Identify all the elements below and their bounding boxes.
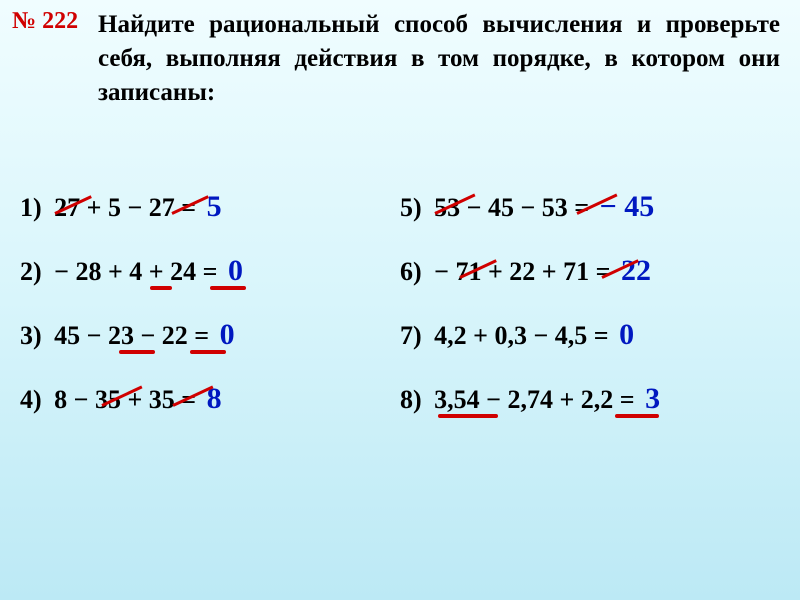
problems-area: 1) 27 + 5 − 27 = 5 5) 53 − 45 − 53 = − 4… bbox=[0, 190, 800, 446]
problem-expression: − 71 + 22 + 71 = bbox=[434, 257, 610, 286]
underline-mark bbox=[438, 414, 498, 418]
problem-number: 7) bbox=[400, 321, 422, 350]
underline-mark bbox=[119, 350, 155, 354]
problem-expression: 27 + 5 − 27 = bbox=[54, 193, 196, 222]
problem-answer: 5 bbox=[207, 190, 222, 223]
underline-mark bbox=[150, 286, 172, 290]
problem-number: 6) bbox=[400, 257, 422, 286]
problem-expression: 45 − 23 − 22 = bbox=[54, 321, 209, 350]
problem-number: 3) bbox=[20, 321, 42, 350]
problem-expression: 3,54 − 2,74 + 2,2 = bbox=[434, 385, 634, 414]
problem-answer: 0 bbox=[220, 318, 235, 351]
problem-expression: − 28 + 4 + 24 = bbox=[54, 257, 217, 286]
problem-expression: 4,2 + 0,3 − 4,5 = bbox=[434, 321, 608, 350]
problem-answer: − 45 bbox=[600, 190, 655, 223]
underline-mark bbox=[615, 414, 659, 418]
problem-8: 8) 3,54 − 2,74 + 2,2 = 3 bbox=[390, 382, 800, 416]
problem-5: 5) 53 − 45 − 53 = − 45 bbox=[390, 190, 800, 224]
problem-answer: 3 bbox=[645, 382, 660, 415]
problem-3: 3) 45 − 23 − 22 = 0 bbox=[0, 318, 390, 352]
problem-number: 2) bbox=[20, 257, 42, 286]
problem-number: 8) bbox=[400, 385, 422, 414]
problem-4: 4) 8 − 35 + 35 = 8 bbox=[0, 382, 390, 416]
exercise-number: № 222 bbox=[12, 8, 78, 35]
problem-expression: 53 − 45 − 53 = bbox=[434, 193, 589, 222]
underline-mark bbox=[190, 350, 226, 354]
problem-number: 1) bbox=[20, 193, 42, 222]
problem-answer: 0 bbox=[228, 254, 243, 287]
underline-mark bbox=[210, 286, 246, 290]
task-text: Найдите рациональный способ вычисления и… bbox=[98, 8, 780, 109]
problem-number: 5) bbox=[400, 193, 422, 222]
problem-number: 4) bbox=[20, 385, 42, 414]
problem-answer: 0 bbox=[619, 318, 634, 351]
problem-expression: 8 − 35 + 35 = bbox=[54, 385, 196, 414]
problem-7: 7) 4,2 + 0,3 − 4,5 = 0 bbox=[390, 318, 800, 352]
problem-1: 1) 27 + 5 − 27 = 5 bbox=[0, 190, 390, 224]
problem-2: 2) − 28 + 4 + 24 = 0 bbox=[0, 254, 390, 288]
problem-6: 6) − 71 + 22 + 71 = 22 bbox=[390, 254, 800, 288]
